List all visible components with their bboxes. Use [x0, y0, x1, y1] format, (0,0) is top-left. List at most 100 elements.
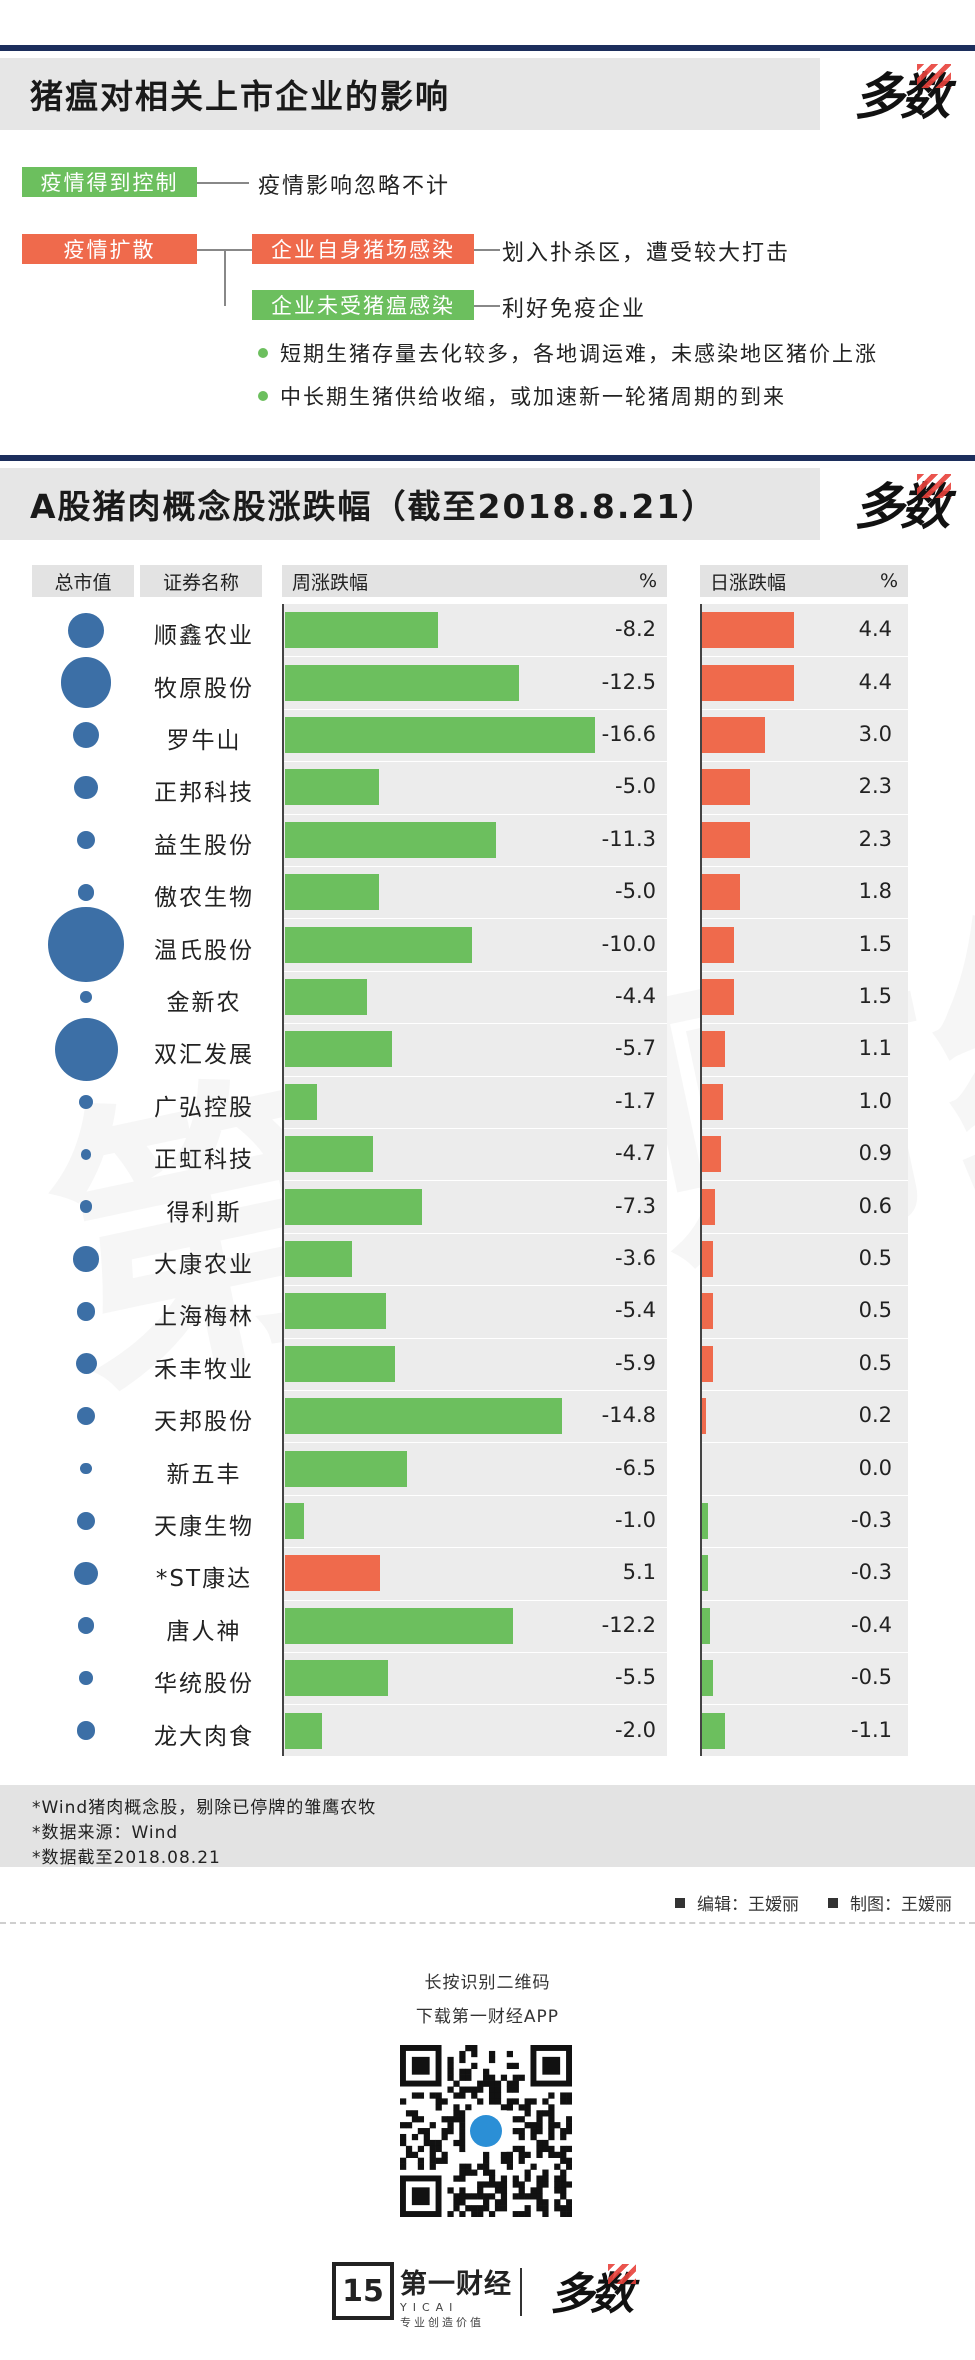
daily-bar: [702, 1607, 711, 1644]
duoshu-logo: 多数: [835, 58, 965, 128]
row-divider-day: [700, 1285, 908, 1287]
market-cap-bubble: [72, 721, 100, 749]
logo-stripes: [608, 2264, 636, 2284]
daily-value: -1.1: [851, 1717, 892, 1742]
weekly-value: -4.7: [615, 1141, 656, 1166]
stock-name: 金新农: [166, 990, 242, 1016]
row-divider-day: [700, 1180, 908, 1182]
row-divider-week: [282, 1494, 667, 1496]
weekly-bar: [285, 664, 519, 701]
row-divider-day: [700, 1704, 908, 1706]
market-cap-bubble: [76, 1721, 96, 1740]
weekly-bar: [285, 874, 379, 911]
daily-bar: [702, 1503, 709, 1539]
daily-bar: [702, 821, 751, 858]
market-cap-bubble: [48, 906, 124, 983]
weekly-value: -1.7: [615, 1088, 656, 1113]
stock-name: 双汇发展: [154, 1042, 254, 1069]
weekly-value: -5.4: [615, 1298, 656, 1323]
daily-bar: [702, 769, 751, 806]
weekly-value: -5.0: [615, 879, 656, 904]
connector-controlled: [197, 182, 249, 184]
qr-code[interactable]: [400, 2045, 573, 2218]
stock-name: 上海梅林: [154, 1304, 254, 1331]
weekly-value: -12.5: [601, 669, 656, 694]
row-divider-day: [700, 1652, 908, 1653]
daily-value: 3.0: [858, 722, 892, 746]
market-cap-bubble: [76, 830, 96, 850]
footnote-2: *数据来源：Wind: [32, 1823, 179, 1843]
row-divider-day: [700, 1442, 908, 1444]
row-divider-week: [282, 813, 667, 815]
stock-name: 牧原股份: [154, 675, 254, 702]
tag-spread: 疫情扩散: [22, 234, 197, 264]
bullet-short-term: 短期生猪存量去化较多，各地调运难，未感染地区猪价上涨: [258, 338, 878, 368]
daily-value: 4.4: [858, 669, 892, 694]
brand-logo-15: 15: [332, 2262, 394, 2320]
stock-name: 广弘控股: [154, 1094, 254, 1121]
stock-name: 正虹科技: [154, 1147, 254, 1174]
stock-name: 顺鑫农业: [154, 623, 254, 650]
row-divider-week: [282, 1337, 667, 1339]
daily-bar: [702, 1293, 713, 1330]
row-divider-week: [282, 1075, 667, 1077]
row-divider-week: [282, 1652, 667, 1653]
footer-divider: [0, 1922, 975, 1924]
weekly-bar: [285, 1398, 562, 1435]
weekly-bar: [285, 1607, 514, 1644]
row-divider-week: [282, 866, 667, 867]
stock-name: 新五丰: [166, 1461, 242, 1488]
weekly-value: -2.0: [615, 1717, 656, 1742]
stock-name: 大康农业: [154, 1252, 254, 1278]
market-cap-bubble: [77, 883, 95, 901]
footnote-1: *Wind猪肉概念股，剔除已停牌的雏鹰农牧: [32, 1798, 377, 1818]
weekly-value: -10.0: [601, 931, 656, 956]
market-cap-bubble: [80, 1148, 92, 1160]
daily-bar: [702, 1555, 709, 1592]
row-divider-week: [282, 1390, 667, 1391]
header-daily-change: 日涨跌幅 %: [700, 565, 908, 597]
connector-vertical: [224, 249, 226, 306]
section1-title-band: 猪瘟对相关上市企业的影响: [0, 58, 820, 130]
market-cap-bubble: [75, 1353, 97, 1375]
brand-separator: [520, 2268, 522, 2316]
row-divider-day: [700, 1232, 908, 1234]
weekly-value: -5.0: [615, 774, 656, 799]
stock-name: 华统股份: [154, 1671, 254, 1698]
daily-bar: [702, 612, 795, 649]
daily-bar: [702, 979, 734, 1015]
daily-value: 1.0: [858, 1088, 892, 1113]
weekly-bar: [285, 1188, 422, 1225]
connector-uninfected: [474, 305, 500, 307]
daily-value: 0.2: [858, 1403, 892, 1428]
daily-bar: [702, 1031, 726, 1068]
credit-maker: 制图：王嫒丽: [828, 1890, 952, 1915]
footnote-band: [0, 1785, 975, 1867]
stock-name: 益生股份: [154, 832, 254, 859]
qr-caption-2: 下载第一财经APP: [415, 2007, 560, 2027]
daily-axis: [700, 604, 702, 1756]
weekly-value: -8.2: [615, 617, 656, 642]
weekly-bar: [285, 1555, 381, 1592]
daily-value: 0.0: [858, 1455, 892, 1480]
row-divider-day: [700, 1390, 908, 1391]
market-cap-bubble: [78, 1094, 94, 1109]
daily-value: 0.5: [858, 1298, 892, 1323]
market-cap-bubble: [79, 1671, 93, 1685]
row-divider-day: [700, 866, 908, 867]
weekly-value: -6.5: [615, 1455, 656, 1480]
weekly-value: -5.5: [615, 1665, 656, 1690]
footnote-3: *数据截至2018.08.21: [32, 1848, 221, 1868]
stock-name: 罗牛山: [166, 728, 242, 754]
weekly-bar: [285, 1712, 323, 1749]
weekly-value: -11.3: [601, 826, 656, 851]
market-cap-bubble: [76, 1406, 96, 1426]
daily-bar: [702, 1188, 715, 1225]
row-divider-day: [700, 1128, 908, 1129]
tag-controlled: 疫情得到控制: [22, 167, 197, 197]
weekly-bar: [285, 1241, 353, 1277]
section2-title-band: A股猪肉概念股涨跌幅（截至2018.8.21）: [0, 468, 820, 540]
stock-name: 正邦科技: [154, 780, 254, 807]
daily-bar: [702, 1712, 726, 1749]
note-infected: 划入扑杀区，遭受较大打击: [502, 241, 791, 266]
